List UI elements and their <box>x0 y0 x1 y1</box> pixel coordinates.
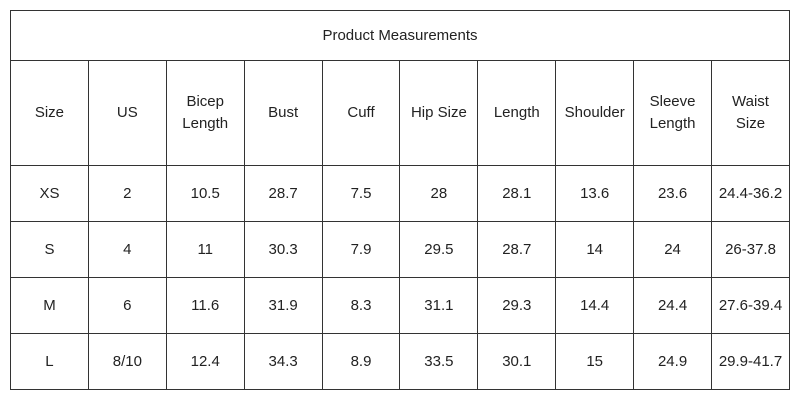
header-cell: Waist Size <box>711 60 790 166</box>
data-cell: 8.3 <box>321 277 401 334</box>
data-cell: 15 <box>555 333 635 390</box>
data-cell: 8/10 <box>87 333 167 390</box>
data-cell: 28.7 <box>243 165 323 222</box>
header-cell: Sleeve Length <box>633 60 713 166</box>
data-cell: 7.9 <box>321 221 401 278</box>
data-cell: 28.1 <box>477 165 557 222</box>
header-cell: Cuff <box>321 60 401 166</box>
data-cell: 24.4-36.2 <box>711 165 790 222</box>
data-cell: 4 <box>87 221 167 278</box>
header-text: Waist Size <box>732 93 769 132</box>
data-cell: 11 <box>165 221 245 278</box>
header-text: Bicep Length <box>182 93 229 132</box>
table-title: Product Measurements <box>10 10 790 61</box>
data-cell: 14 <box>555 221 635 278</box>
table-body: XS 2 10.5 28.7 7.5 28 28.1 13.6 23.6 24.4-36.2 S 4 1… <box>10 165 790 390</box>
data-cell: 24.9 <box>633 333 713 390</box>
measurements-table: Product Measurements Size US Bicep Length B… <box>10 10 790 390</box>
header-text: US <box>116 104 138 121</box>
header-cell: US <box>87 60 167 166</box>
data-cell: M <box>10 277 89 334</box>
header-cell: Length <box>477 60 557 166</box>
data-cell: 29.5 <box>399 221 479 278</box>
data-row: L 8/10 12.4 34.3 8.9 33.5 30.1 15 24.9 29.9-41.7 <box>10 333 790 390</box>
data-cell: 7.5 <box>321 165 401 222</box>
header-cell: Hip Size <box>399 60 479 166</box>
data-cell: 11.6 <box>165 277 245 334</box>
data-row: S 4 11 30.3 7.9 29.5 28.7 14 24 26-37.8 <box>10 221 790 278</box>
header-cell: Shoulder <box>555 60 635 166</box>
data-cell: S <box>10 221 89 278</box>
header-text: Length <box>493 104 540 121</box>
data-cell: 24.4 <box>633 277 713 334</box>
header-cell: Size <box>10 60 89 166</box>
header-text: Cuff <box>347 104 375 121</box>
header-row: Size US Bicep Length Bust Cuff Hip Size Length… <box>10 60 790 166</box>
data-cell: 14.4 <box>555 277 635 334</box>
data-cell: 2 <box>87 165 167 222</box>
data-cell: 28.7 <box>477 221 557 278</box>
header-cell: Bust <box>243 60 323 166</box>
header-text: Shoulder <box>564 104 625 121</box>
data-cell: XS <box>10 165 89 222</box>
data-cell: 24 <box>633 221 713 278</box>
data-cell: 29.9-41.7 <box>711 333 790 390</box>
header-text: Hip Size <box>410 104 467 121</box>
data-cell: 34.3 <box>243 333 323 390</box>
title-row: Product Measurements <box>10 10 790 61</box>
data-cell: 13.6 <box>555 165 635 222</box>
data-cell: 29.3 <box>477 277 557 334</box>
data-cell: 31.9 <box>243 277 323 334</box>
data-cell: 12.4 <box>165 333 245 390</box>
header-cell: Bicep Length <box>165 60 245 166</box>
data-row: XS 2 10.5 28.7 7.5 28 28.1 13.6 23.6 24.4-36.2 <box>10 165 790 222</box>
data-cell: 30.3 <box>243 221 323 278</box>
header-text: Size <box>34 104 65 121</box>
data-cell: L <box>10 333 89 390</box>
data-cell: 28 <box>399 165 479 222</box>
data-cell: 23.6 <box>633 165 713 222</box>
data-cell: 10.5 <box>165 165 245 222</box>
data-cell: 30.1 <box>477 333 557 390</box>
data-cell: 6 <box>87 277 167 334</box>
data-cell: 27.6-39.4 <box>711 277 790 334</box>
header-text: Bust <box>268 104 299 121</box>
data-cell: 33.5 <box>399 333 479 390</box>
data-row: M 6 11.6 31.9 8.3 31.1 29.3 14.4 24.4 27.6-39.4 <box>10 277 790 334</box>
data-cell: 31.1 <box>399 277 479 334</box>
data-cell: 8.9 <box>321 333 401 390</box>
header-text: Sleeve Length <box>649 93 696 132</box>
data-cell: 26-37.8 <box>711 221 790 278</box>
